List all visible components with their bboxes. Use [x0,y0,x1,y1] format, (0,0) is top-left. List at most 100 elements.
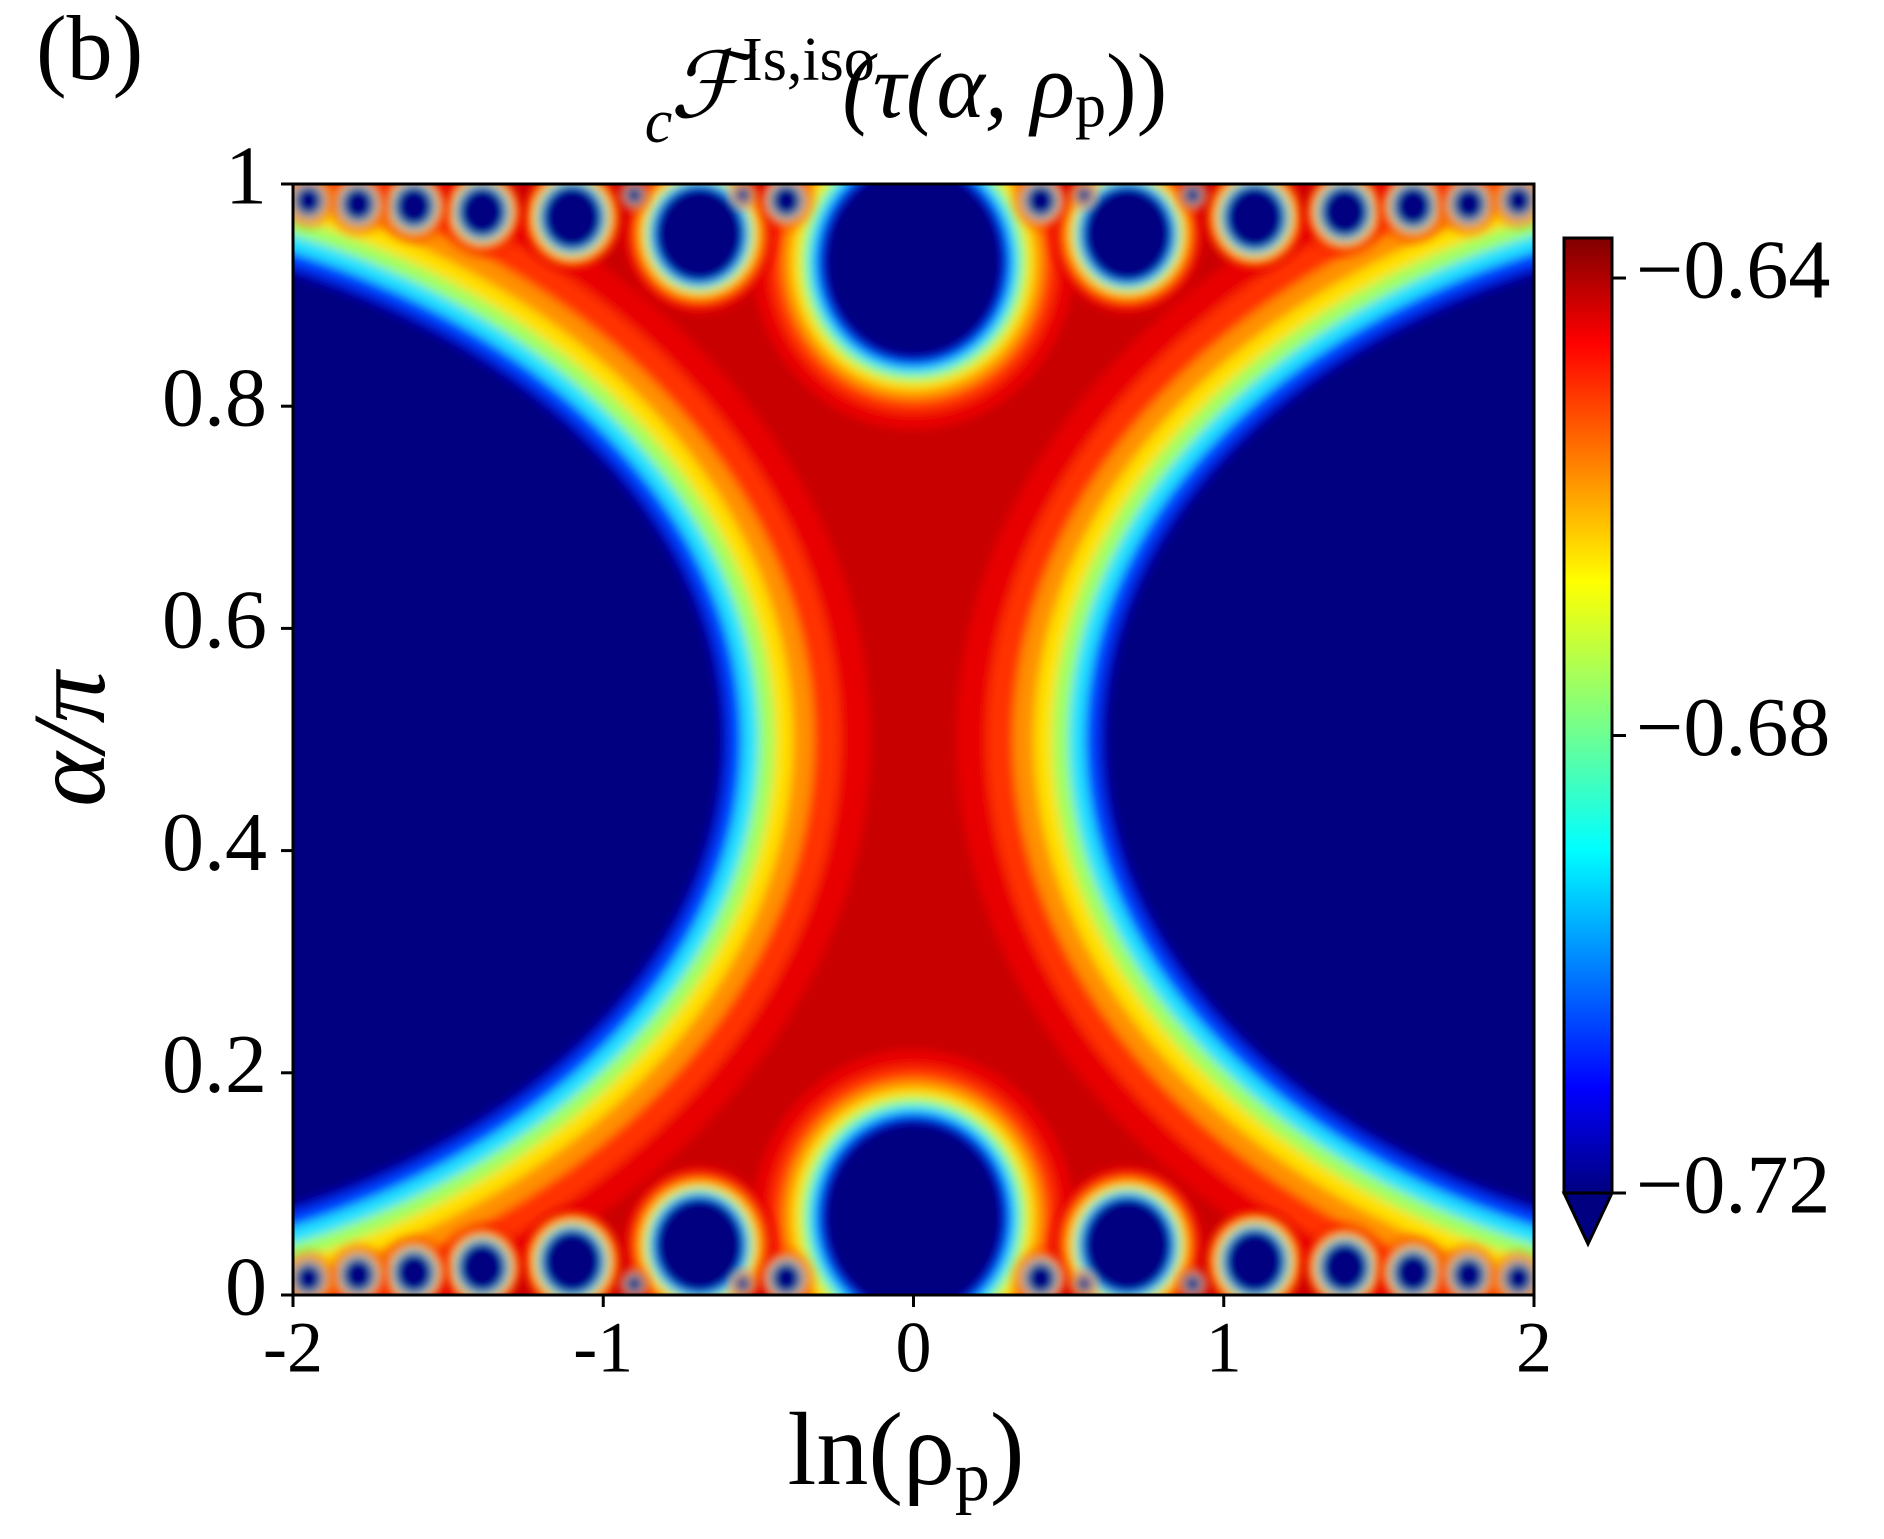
field-blob [1495,1253,1534,1295]
field-blob [1071,184,1097,209]
field-blob [293,1253,332,1295]
x-tick-label: 1 [1206,1308,1242,1388]
field-core [1322,1243,1367,1291]
colorbar-extend [1561,1191,1615,1248]
x-label-open: ln(ρ [787,1392,954,1507]
field-core [735,187,750,203]
title-sub: c [645,88,673,156]
field-core [544,1231,601,1292]
field-core [544,187,601,248]
field-blob [956,184,1534,1295]
field-core [1184,186,1201,204]
field-core [735,1276,750,1292]
field-core [1395,1253,1432,1293]
field-blob [1178,184,1208,211]
field-blob [1178,1268,1208,1295]
heatmap-field [293,184,1534,1295]
field-blob [1441,1246,1496,1295]
y-tick-label: 0.6 [162,574,267,667]
field-blob [619,1268,649,1295]
field-blob [331,1246,386,1295]
field-core [626,186,643,204]
field-blob [442,184,522,254]
field-core [825,1122,1002,1295]
field-core [825,184,1002,357]
x-tick-label: -1 [573,1308,633,1388]
y-tick-label: 0.8 [162,351,267,444]
field-blob [293,184,871,1295]
colorbar-tick-label: −0.64 [1636,223,1830,316]
field-blob [623,184,776,313]
field-blob [755,1051,1072,1295]
colorbar [1562,236,1614,1195]
field-core [1453,1258,1484,1292]
colorbar-tick-label: −0.72 [1636,1138,1830,1231]
field-blob [1015,1252,1066,1295]
field-core [1106,274,1534,1205]
field-core [1077,187,1092,203]
field-core [295,186,322,215]
field-core [395,186,432,226]
field-core [293,274,721,1205]
title-arg-sub: p [1075,72,1106,140]
field-core [295,1264,322,1293]
field-core [1026,1263,1055,1294]
x-tick-label: 0 [896,1308,932,1388]
field-core [1505,1264,1532,1293]
field-core [1085,188,1170,280]
field-core [460,1243,505,1291]
y-axis-label: α/π [12,668,127,806]
field-core [657,1199,742,1291]
field-blob [1015,184,1066,227]
field-blob [1051,1166,1204,1295]
field-blob [619,184,649,211]
field-blob [293,184,332,226]
colorbar-tick-label: −0.68 [1636,681,1830,774]
title-sup: Is,iso [742,26,875,94]
field-blob [1380,184,1446,241]
field-core [1226,187,1283,248]
y-tick-label: 0 [225,1240,267,1333]
field-core [1395,186,1432,226]
field-core [395,1253,432,1293]
field-blob [1380,1238,1446,1295]
field-core [626,1275,643,1293]
field-core [772,185,801,216]
field-blob [1051,184,1204,313]
field-core [343,187,374,221]
field-blob [521,1209,623,1295]
field-core [1505,186,1532,215]
field-core [460,188,505,236]
y-tick-label: 0.2 [162,1018,267,1111]
x-label-close: ) [990,1392,1025,1507]
field-core [1026,185,1055,216]
field-blob [442,1225,522,1295]
y-tick-label: 0.4 [162,796,267,889]
x-axis-label: ln(ρp) [787,1392,1024,1516]
field-blob [1495,184,1534,226]
field-blob [755,184,1072,428]
x-tick-label: 2 [1516,1308,1552,1388]
field-blob [331,184,386,233]
chart-title: ℱIs,iso c (τ(α, ρp)) [645,26,1167,156]
field-blob [381,184,447,241]
field-core [1184,1275,1201,1293]
panel-label: (b) [36,0,143,99]
field-core [657,188,742,280]
field-core [1226,1231,1283,1292]
field-core [1077,1276,1092,1292]
field-blob [623,1166,776,1295]
title-arg-close: )) [1106,35,1167,137]
field-blob [761,184,812,227]
field-core [343,1258,374,1292]
field-blob [381,1238,447,1295]
field-core [1453,187,1484,221]
field-blob [1305,184,1385,254]
field-core [1322,188,1367,236]
x-label-sub: p [955,1439,990,1516]
title-arg: (τ(α, ρ [842,35,1075,137]
field-blob [1305,1225,1385,1295]
field-blob [761,1252,812,1295]
x-tick-label: -2 [263,1308,323,1388]
